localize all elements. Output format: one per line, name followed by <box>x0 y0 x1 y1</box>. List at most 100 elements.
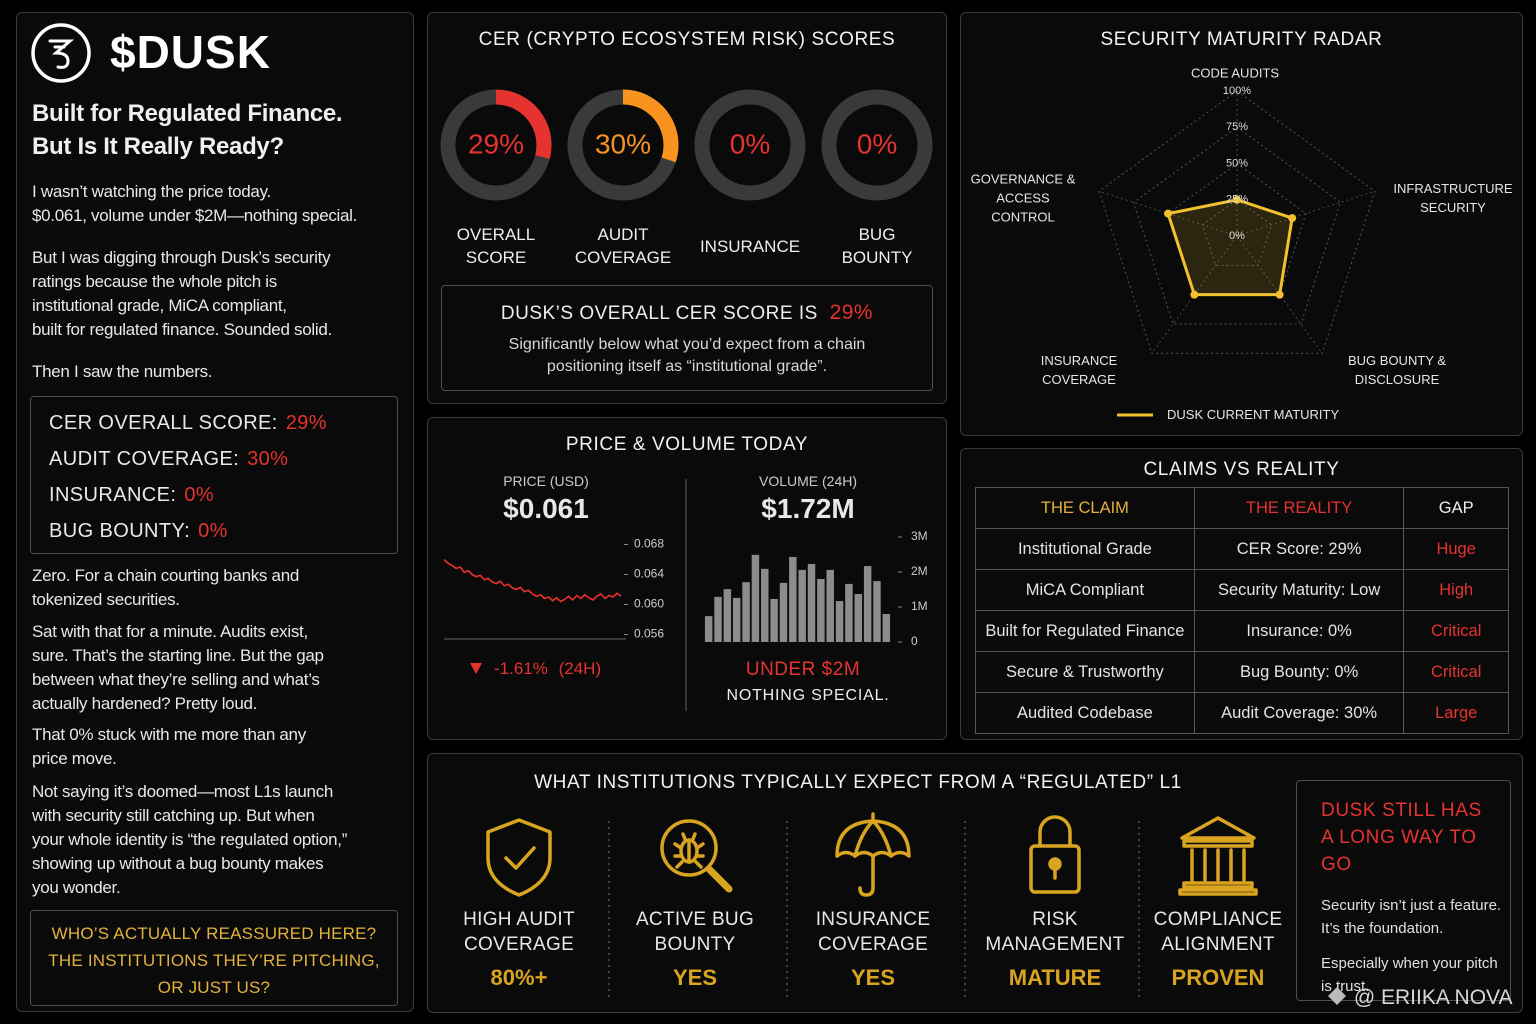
summary-line: Significantly below what you’d expect fr… <box>508 336 866 353</box>
score-value: 0% <box>198 520 228 542</box>
table-cell: Critical <box>1403 610 1509 652</box>
expectations-panel: WHAT INSTITUTIONS TYPICALLY EXPECT FROM … <box>427 753 1523 1013</box>
item-label-line: RISK <box>1032 909 1078 930</box>
volume-value: $1.72M <box>761 493 855 524</box>
score-row: CER OVERALL SCORE: 29% <box>49 410 327 436</box>
paragraph-line: sure. That’s the starting line. But the … <box>32 646 324 665</box>
panel-title: CER (CRYPTO ECOSYSTEM RISK) SCORES <box>478 29 896 50</box>
price-volume-chart: 0.056 0.060 0.064 0.068 0 1M 2M 3M <box>443 479 928 711</box>
item-label-line: ACTIVE BUG <box>635 909 755 930</box>
paragraph-line: institutional grade, MiCA compliant, <box>32 296 287 315</box>
table-cell: Insurance: 0% <box>1193 610 1405 652</box>
score-row: BUG BOUNTY: 0% <box>49 518 228 544</box>
building-icon-part <box>1180 816 1256 840</box>
radar-spoke <box>1236 190 1376 237</box>
heading-line: Built for Regulated Finance. <box>32 100 343 127</box>
y-tick-label: 0.068 <box>634 537 664 551</box>
padlock-icon <box>1029 815 1081 894</box>
header-cell: GAP <box>1403 487 1509 529</box>
expectation-item: RISK MANAGEMENT MATURE <box>970 907 1140 991</box>
radar-ring <box>1201 199 1273 266</box>
paragraph-line: between what they’re selling and what’s <box>32 670 320 689</box>
gauge-value: 0% <box>857 128 897 159</box>
story-panel: $DUSK Built for Regulated Finance. But Is… <box>16 12 414 1012</box>
bug-search-icon-part <box>705 865 733 893</box>
header-cell: THE CLAIM <box>975 487 1195 529</box>
table-cell: Audit Coverage: 30% <box>1193 692 1405 734</box>
table-row: Built for Regulated Finance Insurance: 0%… <box>975 610 1509 652</box>
item-label: HIGH AUDIT COVERAGE <box>434 907 604 957</box>
paragraph-line: Not saying it’s doomed—most L1s launch <box>32 782 334 801</box>
heading-line: But Is It Really Ready? <box>32 133 284 160</box>
gauge-value: 30% <box>595 128 651 159</box>
callout-text: Especially when your pitch is trust. <box>1321 952 1510 998</box>
padlock-icon-part <box>1038 815 1072 848</box>
volume-bar <box>807 563 816 642</box>
paragraph: But I was digging through Dusk’s securit… <box>32 246 332 342</box>
price-line-chart: 0.056 0.060 0.064 0.068 <box>443 537 664 641</box>
score-label: CER OVERALL SCORE: <box>49 412 278 434</box>
radar-ring <box>1167 162 1307 296</box>
volume-bar <box>798 569 806 642</box>
bug-search-icon <box>660 819 733 893</box>
radar-point <box>1233 195 1241 204</box>
table-cell: Huge <box>1403 528 1509 570</box>
watermark: @ ERIIKA NOVA <box>1326 985 1512 1010</box>
callout-text-line: Especially when your pitch <box>1321 955 1498 972</box>
header-cell: THE REALITY <box>1193 487 1405 529</box>
volume-bar <box>742 582 750 642</box>
table-row: Secure & Trustworthy Bug Bounty: 0% Critic… <box>975 651 1509 693</box>
bug-search-icon-part <box>660 819 718 877</box>
item-label: INSURANCE COVERAGE <box>788 907 958 957</box>
radar-point <box>1190 290 1199 299</box>
panel-title: PRICE & VOLUME TODAY <box>565 434 809 455</box>
paragraph-line: showing up without a bug bounty makes <box>32 854 324 873</box>
item-value: YES <box>672 965 718 990</box>
radar-tick-label: 50% <box>1226 157 1248 169</box>
radar-point <box>1275 290 1284 299</box>
volume-bar <box>817 579 825 642</box>
gauge-track <box>694 89 806 201</box>
building-icon-part <box>1190 848 1246 882</box>
radar-spoke <box>1098 190 1238 237</box>
score-value: 30% <box>247 448 289 470</box>
score-box: CER OVERALL SCORE: 29% AUDIT COVERAGE: 30% I… <box>30 396 398 554</box>
paragraph: Sat with that for a minute. Audits exist… <box>32 620 324 716</box>
table-cell: Bug Bounty: 0% <box>1193 651 1405 693</box>
radar-ring <box>1098 90 1376 354</box>
claims-panel: CLAIMS VS REALITY THE CLAIM THE REALITY GA… <box>960 448 1523 740</box>
item-value: PROVEN <box>1171 965 1265 990</box>
item-label-line: INSURANCE <box>815 909 931 930</box>
volume-bar <box>835 601 844 642</box>
score-value: 29% <box>285 412 327 434</box>
panel-title: WHAT INSTITUTIONS TYPICALLY EXPECT FROM … <box>534 772 1182 793</box>
paragraph-line: Sat with that for a minute. Audits exist… <box>32 622 308 641</box>
table-cell: Audited Codebase <box>975 692 1195 734</box>
y-tick-label: 0.056 <box>634 627 664 641</box>
volume-bar <box>854 594 863 642</box>
callout-title-line: DUSK STILL HAS <box>1321 800 1482 821</box>
volume-note: UNDER $2M <box>745 659 861 680</box>
callout-line: WHO’S ACTUALLY REASSURED HERE? <box>51 924 377 943</box>
radar-area <box>1166 198 1294 297</box>
paragraph-line: That 0% stuck with me more than any <box>32 725 306 744</box>
table-cell: Institutional Grade <box>975 528 1195 570</box>
volume-bar <box>723 589 732 642</box>
item-value: YES <box>850 965 896 990</box>
bug-search-icon-part <box>673 832 705 869</box>
table-cell: Large <box>1403 692 1509 734</box>
paragraph-line: tokenized securities. <box>32 590 180 609</box>
volume-bar <box>751 554 760 642</box>
volume-bar <box>704 616 713 642</box>
radar-tick-label: 75% <box>1226 121 1248 133</box>
radar-tick-label: 100% <box>1223 85 1251 97</box>
building-icon-part <box>1178 888 1258 896</box>
shield-icon <box>486 818 552 897</box>
paragraph-line: But I was digging through Dusk’s securit… <box>32 248 331 267</box>
paragraph-line: Then I saw the numbers. <box>32 362 213 381</box>
volume-bar <box>789 556 797 642</box>
radar-axis-label: GOVERNANCE & ACCESS CONTROL <box>970 171 1076 225</box>
table-row: Institutional Grade CER Score: 29% Huge <box>975 528 1509 570</box>
expectation-item: ACTIVE BUG BOUNTY YES <box>610 907 780 991</box>
